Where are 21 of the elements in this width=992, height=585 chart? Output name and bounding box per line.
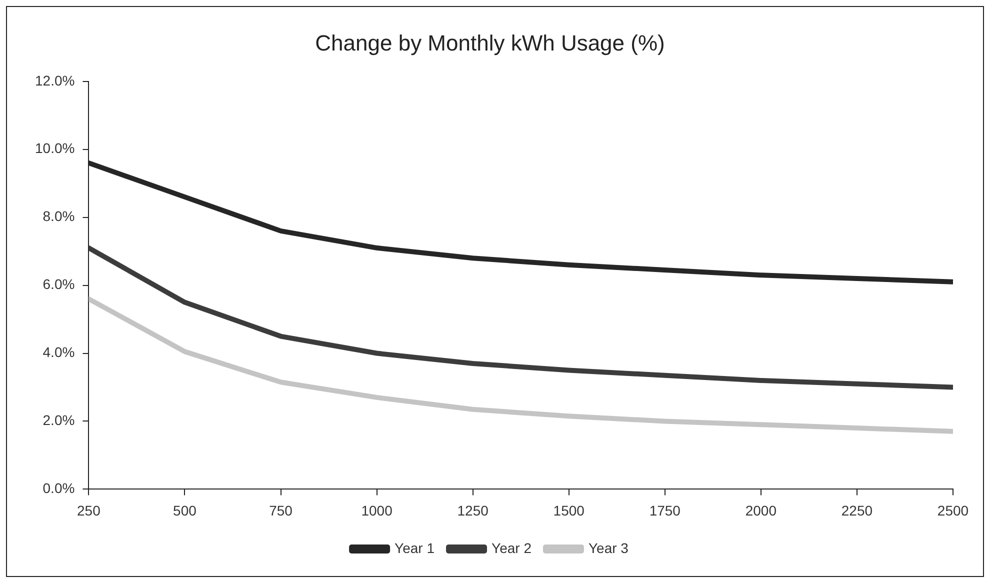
y-tick-label: 0.0% bbox=[42, 480, 75, 496]
x-tick-label: 1750 bbox=[649, 502, 681, 518]
x-tick-label: 750 bbox=[269, 502, 293, 518]
chart-title: Change by Monthly kWh Usage (%) bbox=[315, 30, 665, 56]
x-tick-label: 2500 bbox=[937, 502, 969, 518]
y-tick-label: 8.0% bbox=[42, 208, 75, 224]
legend-label: Year 3 bbox=[588, 540, 629, 556]
x-tick-label: 250 bbox=[77, 502, 101, 518]
x-tick-label: 1000 bbox=[361, 502, 393, 518]
legend-label: Year 1 bbox=[394, 540, 435, 556]
x-tick-label: 2250 bbox=[841, 502, 873, 518]
x-tick-label: 2000 bbox=[745, 502, 777, 518]
y-tick-label: 10.0% bbox=[34, 140, 75, 156]
y-tick-label: 2.0% bbox=[42, 412, 75, 428]
y-tick-label: 12.0% bbox=[34, 72, 75, 88]
legend-label: Year 2 bbox=[492, 540, 532, 556]
y-tick-label: 4.0% bbox=[42, 344, 75, 360]
y-tick-label: 6.0% bbox=[42, 276, 75, 292]
x-tick-label: 500 bbox=[173, 502, 197, 518]
x-tick-label: 1250 bbox=[457, 502, 489, 518]
x-tick-label: 1500 bbox=[553, 502, 585, 518]
